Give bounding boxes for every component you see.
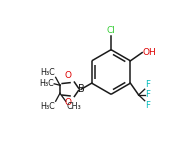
Text: F: F (145, 101, 150, 110)
Text: F: F (145, 90, 150, 100)
Text: CH₃: CH₃ (66, 102, 81, 111)
Text: Cl: Cl (107, 26, 115, 35)
Text: F: F (145, 80, 150, 89)
Text: O: O (64, 71, 71, 80)
Text: B: B (78, 84, 84, 94)
Text: H₃C: H₃C (40, 68, 55, 77)
Text: H₃C: H₃C (39, 79, 54, 88)
Text: OH: OH (143, 48, 156, 57)
Text: H₃C: H₃C (40, 102, 55, 111)
Text: O: O (64, 98, 71, 107)
